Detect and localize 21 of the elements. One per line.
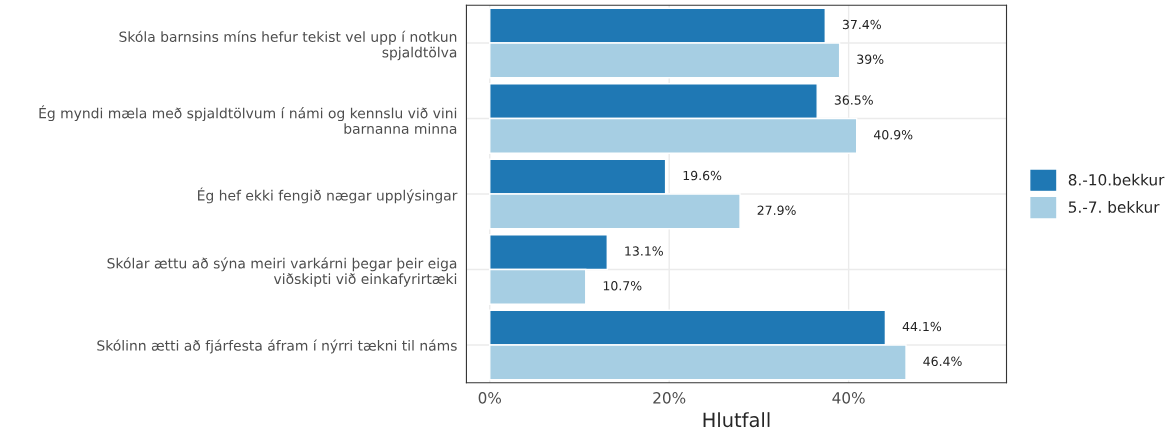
data-label: 13.1%	[625, 246, 663, 256]
data-label: 46.4%	[923, 356, 962, 367]
data-label: 37.4%	[842, 19, 881, 30]
data-label: 40.9%	[873, 130, 913, 140]
data-label: 19.6%	[683, 170, 722, 181]
data-label: 39%	[857, 54, 884, 64]
x-tick-label: 20%	[653, 392, 686, 404]
x-axis-title: Hlutfall	[703, 412, 770, 428]
y-tick-label: Skóla barnsins míns hefur tekist vel upp í notkun spjaldtölva	[119, 30, 457, 61]
legend-label: 8.-10.bekkur	[1068, 173, 1165, 186]
data-label: 44.1%	[902, 321, 942, 332]
data-label: 36.5%	[834, 95, 873, 105]
data-label: 10.7%	[603, 281, 642, 291]
y-tick-label: Skólinn ætti að fjárfesta áfram í nýrri tækni til náms	[97, 339, 457, 354]
x-tick-label: 40%	[832, 392, 865, 404]
data-label: 27.9%	[757, 205, 796, 215]
legend-label: 5.-7. bekkur	[1068, 201, 1160, 213]
y-tick-label: Ég myndi mæla með spjaldtölvum í námi og kennslu við vini barnanna minna	[39, 105, 457, 134]
y-tick-label: Skólar ættu að sýna meiri varkárni þegar þeir eiga viðskipti við einkafyrirtæki	[107, 257, 457, 287]
x-tick-label: 0%	[478, 392, 502, 404]
y-tick-label: Ég hef ekki fengið nægar upplýsingar	[198, 187, 458, 204]
